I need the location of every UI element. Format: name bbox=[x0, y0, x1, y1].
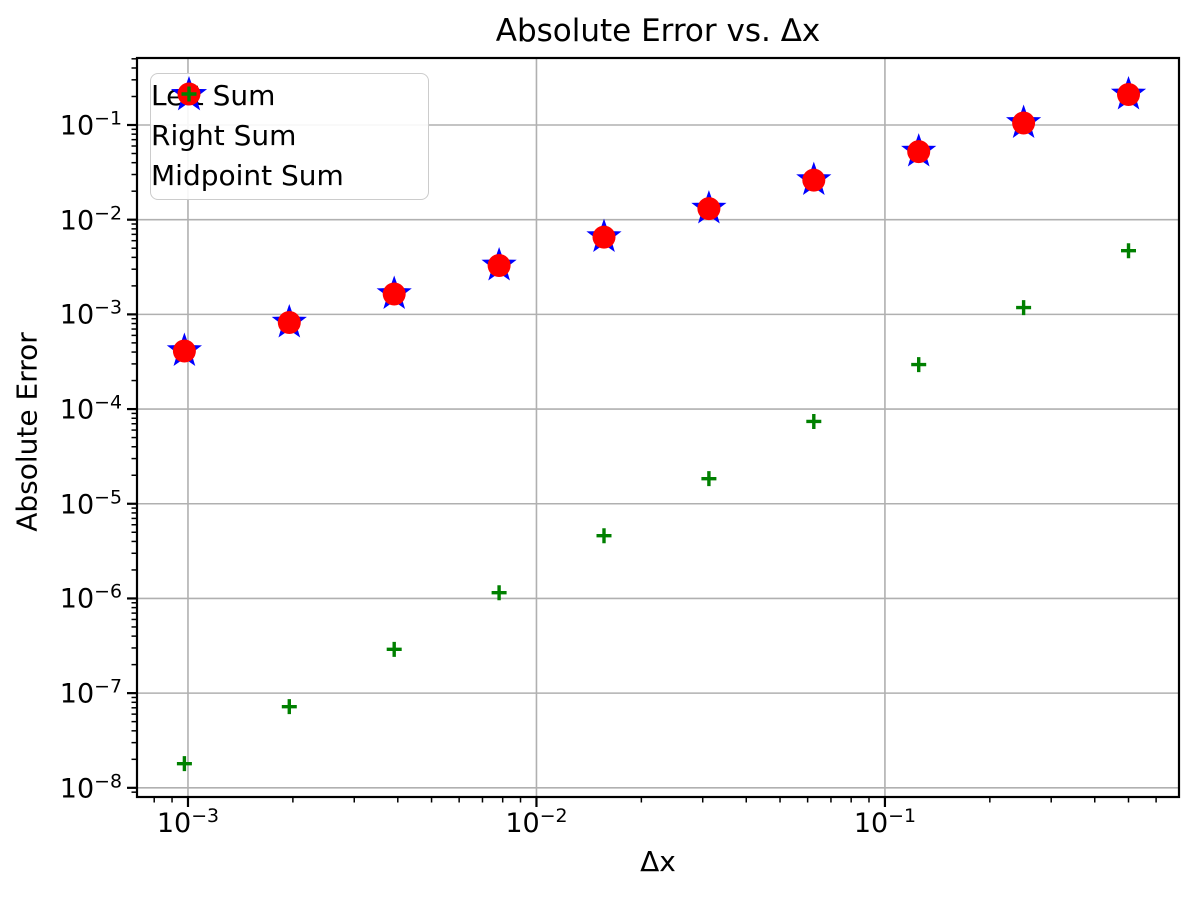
series-midpoint-sum bbox=[176, 243, 1137, 772]
data-point bbox=[806, 413, 822, 429]
legend-item-label: Right Sum bbox=[151, 118, 297, 152]
data-point bbox=[172, 339, 196, 363]
y-tick-label: 10−8 bbox=[59, 770, 122, 805]
data-point bbox=[491, 585, 507, 601]
chart-title: Absolute Error vs. Δx bbox=[495, 13, 821, 49]
legend-item-label: Midpoint Sum bbox=[151, 158, 344, 192]
x-tick-label: 10−3 bbox=[156, 805, 220, 839]
data-point bbox=[802, 168, 826, 192]
plot-area-spines bbox=[135, 56, 1181, 799]
y-tick-label: 10−6 bbox=[59, 581, 122, 616]
y-tick-label: 10−3 bbox=[59, 297, 122, 332]
data-point bbox=[596, 528, 612, 544]
plus-glyph bbox=[181, 86, 197, 102]
x-tick-label: 10−2 bbox=[505, 805, 568, 839]
y-tick-label: 10−7 bbox=[59, 675, 122, 710]
legend-item-label: Left Sum bbox=[151, 78, 276, 112]
y-tick-label: 10−2 bbox=[59, 202, 122, 237]
legend-item-right-sum: Right Sum bbox=[151, 82, 428, 155]
data-point bbox=[911, 357, 927, 373]
x-axis-label: Δx bbox=[640, 845, 676, 878]
y-tick-label: 10−1 bbox=[59, 107, 122, 142]
data-point bbox=[487, 254, 511, 278]
data-point bbox=[1012, 111, 1036, 135]
data-point bbox=[1121, 243, 1137, 259]
data-point bbox=[386, 641, 402, 657]
plus-icon bbox=[181, 86, 197, 102]
data-point bbox=[281, 699, 297, 715]
y-tick-label: 10−5 bbox=[59, 486, 122, 521]
data-point bbox=[382, 282, 406, 306]
x-tick-label: 10−1 bbox=[853, 805, 917, 839]
series-right-sum bbox=[172, 82, 1141, 363]
data-point bbox=[176, 756, 192, 772]
data-point bbox=[1016, 300, 1032, 316]
data-point bbox=[277, 311, 301, 335]
y-axis-label: Absolute Error bbox=[10, 332, 44, 532]
data-point bbox=[701, 471, 717, 487]
data-point bbox=[1117, 82, 1141, 106]
y-tick-label: 10−4 bbox=[59, 391, 122, 426]
legend-item-midpoint-sum: Midpoint Sum bbox=[151, 86, 428, 195]
legend: Left Sum Right Sum Midpoint Sum bbox=[150, 73, 429, 200]
data-point bbox=[907, 140, 931, 164]
data-point bbox=[592, 225, 616, 249]
data-point bbox=[697, 197, 721, 221]
